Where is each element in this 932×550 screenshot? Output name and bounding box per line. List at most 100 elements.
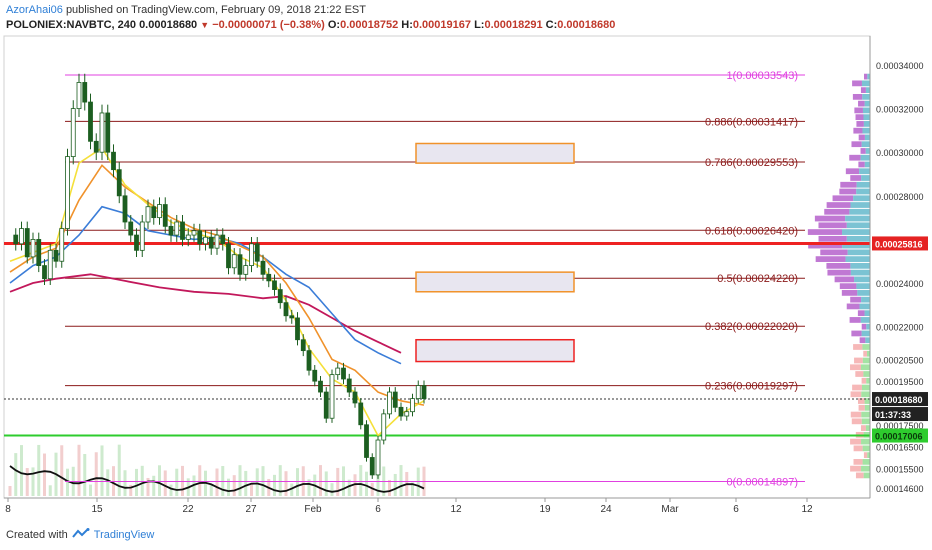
- volume-profile-bar: [846, 222, 870, 229]
- fibonacci-levels: 1(0.00033543) 0.886(0.00031417) 0.786(0.00…: [65, 70, 805, 489]
- candle-body: [134, 234, 139, 251]
- candle-body: [128, 221, 134, 236]
- volume-profile-bar: [855, 371, 864, 377]
- tradingview-logo-icon: [71, 528, 90, 542]
- volume-bar: [146, 477, 150, 496]
- candle-body: [352, 391, 358, 404]
- fib-level-label: 0.786(0.00029553): [705, 157, 798, 169]
- high-label: H:: [401, 19, 413, 31]
- candle-body: [36, 239, 42, 266]
- volume-bar: [273, 474, 276, 496]
- volume-profile-bar: [860, 87, 866, 93]
- volume-profile-bar: [862, 445, 870, 452]
- volume-profile-bar: [861, 364, 870, 371]
- time-tick-label: 24: [600, 504, 612, 515]
- volume-bar: [324, 471, 328, 496]
- tradingview-link[interactable]: TradingView: [93, 528, 155, 541]
- volume-profile-bar: [861, 384, 870, 391]
- candle-body: [145, 206, 151, 223]
- volume-profile-bar: [858, 100, 865, 107]
- author-name[interactable]: AzorAhai06: [6, 4, 63, 16]
- candle-body: [180, 221, 185, 240]
- volume-profile-bar: [866, 350, 870, 357]
- price-tick-label: 0.00015500: [876, 464, 924, 474]
- volume-bar: [175, 468, 179, 496]
- candle-body: [59, 228, 65, 262]
- volume-profile-bar: [862, 93, 870, 100]
- volume-profile-bar: [850, 438, 862, 445]
- price-tick-label: 0.00017500: [876, 421, 924, 431]
- volume-bar: [296, 468, 299, 496]
- volume-profile-bar: [851, 330, 862, 337]
- volume-bar: [158, 465, 161, 496]
- candle-body: [249, 243, 254, 266]
- volume-profile-bar: [853, 445, 863, 452]
- volume-bar: [255, 468, 259, 496]
- created-with-label: Created with: [6, 528, 68, 541]
- price-tick-label: 0.00028000: [876, 192, 924, 202]
- volume-profile-bar: [845, 215, 870, 222]
- volume-profile-bar: [842, 229, 870, 235]
- volume-profile-bar: [861, 330, 870, 337]
- volume-bar: [60, 445, 64, 496]
- volume-profile-bar: [861, 377, 867, 384]
- high-value: 0.00019167: [412, 19, 471, 31]
- volume-bar: [48, 485, 52, 496]
- volume-profile-bar: [820, 249, 848, 256]
- volume-profile-bar: [853, 344, 863, 350]
- ohlc-header: POLONIEX:NAVBTC, 240 0.00018680 ▼ −0.000…: [6, 19, 615, 31]
- volume-profile-bar: [846, 235, 870, 242]
- fib-level-label: 0.382(0.00022020): [705, 321, 798, 333]
- volume-profile-bar: [864, 404, 870, 411]
- volume-bar: [250, 483, 253, 496]
- candle-body: [185, 234, 191, 240]
- open-value: 0.00018752: [340, 19, 399, 31]
- volume-profile-bar: [856, 283, 870, 290]
- volume-profile-bar: [863, 73, 868, 80]
- volume-profile-bar: [860, 425, 866, 431]
- time-tick-label: 15: [91, 504, 103, 515]
- candle-body: [346, 378, 352, 393]
- volume-profile-bar: [861, 465, 870, 472]
- volume-ma-line: [9, 465, 425, 493]
- volume-bar: [163, 470, 167, 496]
- volume-profile-bar: [839, 188, 857, 195]
- candle-body: [13, 234, 19, 245]
- volume-profile-bar: [859, 337, 866, 344]
- volume-bar: [89, 484, 92, 496]
- volume-profile-bar: [818, 235, 847, 242]
- candle-body: [375, 439, 381, 476]
- volume-bar: [347, 479, 351, 496]
- close-label: C:: [545, 19, 558, 31]
- ma-long-line: [9, 273, 402, 354]
- volume-bar: [135, 468, 138, 496]
- candle-body: [19, 228, 24, 245]
- volume-profile-bar: [864, 310, 870, 317]
- price-chart[interactable]: 1(0.00033543) 0.886(0.00031417) 0.786(0.00…: [0, 0, 932, 520]
- volume-bar: [14, 453, 18, 496]
- volume-bar: [31, 467, 35, 496]
- candle-body: [214, 234, 220, 249]
- volume-bar: [399, 465, 403, 496]
- target-zone-box: [415, 142, 575, 164]
- candle-body: [300, 339, 306, 352]
- volume-profile-bar: [847, 249, 870, 256]
- candle-body: [53, 249, 59, 262]
- volume-profile-bar: [849, 317, 861, 323]
- volume-profile-bar: [857, 310, 865, 317]
- volume-profile-bar: [850, 296, 862, 303]
- volume-profile-bar: [854, 107, 863, 114]
- volume-bar: [238, 465, 242, 496]
- low-value: 0.00018291: [484, 19, 543, 31]
- volume-profile-bar: [862, 357, 870, 364]
- volume-profile-bar: [861, 80, 870, 87]
- candle-body: [266, 273, 272, 282]
- volume-bar: [123, 470, 127, 496]
- candle-body: [76, 82, 82, 110]
- close-value: 0.00018680: [557, 19, 616, 31]
- volume-profile-bar: [863, 371, 870, 377]
- volume-bar: [100, 445, 104, 496]
- volume-profile-bar: [864, 134, 870, 141]
- volume-bar: [388, 479, 391, 496]
- volume-bar: [330, 483, 334, 496]
